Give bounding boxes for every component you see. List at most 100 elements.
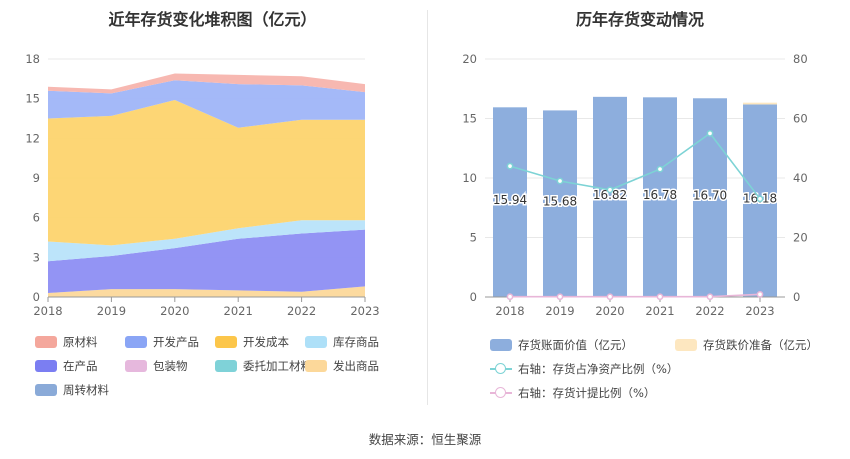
legend-label: 右轴：存货占净资产比例（%） (518, 362, 679, 376)
area-series (48, 220, 365, 262)
bar-value-label: 16.82 (593, 188, 627, 202)
legend-item[interactable]: 右轴：存货计提比例（%） (490, 385, 655, 401)
legend-item[interactable]: 库存商品 (305, 334, 379, 350)
legend-label: 在产品 (63, 359, 98, 373)
legend-item[interactable]: 在产品 (35, 358, 98, 374)
bar-line-panel: 历年存货变动情况 0 5 10 15 20 0 20 40 60 80 15.94 2018 15.68… (430, 0, 850, 410)
x-tick-label: 2022 (287, 304, 316, 318)
bar-book-value (643, 97, 677, 298)
legend-item[interactable]: 周转材料 (35, 382, 109, 398)
legend-swatch (35, 360, 57, 372)
legend-item[interactable]: 包装物 (125, 358, 188, 374)
y-tick-label: 10 (462, 171, 477, 185)
area-series (48, 286, 365, 297)
legend-swatch (490, 387, 512, 399)
x-tick-label: 2023 (745, 304, 774, 318)
stacked-area-panel: 近年存货变化堆积图（亿元） 0 3 6 9 12 15 18 2018 2019 2020 2021… (0, 0, 425, 410)
y-tick-label: 5 (470, 231, 477, 245)
point-net-asset-ratio (756, 195, 764, 203)
x-tick-label: 2020 (160, 304, 189, 318)
legend-swatch (490, 363, 512, 375)
line-net-asset-ratio (509, 132, 761, 200)
bar-book-value (593, 96, 627, 297)
y2-tick-label: 0 (793, 290, 800, 304)
y-tick-label: 0 (33, 290, 40, 304)
panel-divider (427, 10, 428, 405)
legend-item[interactable]: 开发成本 (215, 334, 289, 350)
y-tick-label: 3 (33, 250, 40, 264)
legend-item[interactable]: 存货跌价准备（亿元） (675, 337, 818, 353)
y-tick-label: 15 (25, 92, 40, 106)
x-tick-label: 2023 (350, 304, 379, 318)
point-net-asset-ratio (656, 165, 664, 173)
legend-swatch (490, 339, 512, 351)
y2-tick-label: 20 (793, 231, 808, 245)
y-tick-label: 20 (462, 52, 477, 66)
area-series (48, 80, 365, 128)
legend-swatch (35, 336, 57, 348)
bar-line-chart: 0 5 10 15 20 0 20 40 60 80 15.94 2018 15.68 2019 16.82… (462, 52, 808, 318)
y-tick-label: 9 (33, 171, 40, 185)
legend-item[interactable]: 右轴：存货占净资产比例（%） (490, 361, 678, 377)
legend-swatch (35, 384, 57, 396)
legend-swatch (215, 360, 237, 372)
legend-label: 包装物 (153, 359, 188, 373)
legend-label: 发出商品 (333, 359, 379, 373)
point-net-asset-ratio (606, 186, 614, 194)
y2-tick-label: 40 (793, 171, 808, 185)
legend-swatch (215, 336, 237, 348)
legend-swatch (675, 339, 697, 351)
legend-item[interactable]: 原材料 (35, 334, 98, 350)
y-tick-label: 18 (25, 52, 40, 66)
x-tick-label: 2020 (595, 304, 624, 318)
point-provision-ratio (756, 290, 764, 298)
legend-label: 开发产品 (153, 335, 199, 349)
point-provision-ratio (706, 293, 714, 301)
y2-tick-label: 60 (793, 112, 808, 126)
legend-item[interactable]: 存货账面价值（亿元） (490, 337, 633, 353)
legend-swatch (125, 336, 147, 348)
point-provision-ratio (556, 293, 564, 301)
bar-value-label: 16.78 (643, 188, 677, 202)
area-series (48, 73, 365, 94)
point-provision-ratio (506, 293, 514, 301)
bar-value-label: 15.94 (493, 193, 527, 207)
legend-label: 周转材料 (63, 383, 109, 397)
y-tick-label: 15 (462, 112, 477, 126)
legend-item[interactable]: 委托加工材料 (215, 358, 312, 374)
bar-value-label: 16.70 (693, 189, 727, 203)
legend-label: 委托加工材料 (243, 359, 312, 373)
legend-label: 库存商品 (333, 335, 379, 349)
point-net-asset-ratio (506, 162, 514, 170)
legend-swatch (125, 360, 147, 372)
legend-label: 右轴：存货计提比例（%） (518, 386, 656, 400)
x-tick-label: 2019 (545, 304, 574, 318)
legend-label: 开发成本 (243, 335, 289, 349)
x-tick-label: 2022 (695, 304, 724, 318)
bar-impairment (743, 102, 777, 105)
point-net-asset-ratio (556, 177, 564, 185)
bar-book-value (543, 110, 577, 298)
y-tick-label: 6 (33, 211, 40, 225)
point-provision-ratio (656, 293, 664, 301)
legend-label: 存货账面价值（亿元） (518, 338, 633, 352)
y-tick-label: 12 (25, 131, 40, 145)
x-tick-label: 2018 (33, 304, 62, 318)
y2-tick-label: 80 (793, 52, 808, 66)
bar-book-value (493, 107, 527, 298)
legend-item[interactable]: 开发产品 (125, 334, 199, 350)
y-tick-label: 0 (470, 290, 477, 304)
x-tick-label: 2019 (97, 304, 126, 318)
area-series (48, 229, 365, 293)
legend-swatch (305, 360, 327, 372)
legend-item[interactable]: 发出商品 (305, 358, 379, 374)
source-note: 数据来源：恒生聚源 (368, 432, 482, 447)
line-provision-ratio (510, 293, 761, 298)
bar-value-label: 15.68 (543, 195, 577, 209)
right-chart-title: 历年存货变动情况 (575, 10, 704, 29)
legend-swatch (305, 336, 327, 348)
x-tick-label: 2021 (645, 304, 674, 318)
x-tick-label: 2018 (495, 304, 524, 318)
x-tick-label: 2021 (224, 304, 253, 318)
point-net-asset-ratio (706, 130, 714, 137)
